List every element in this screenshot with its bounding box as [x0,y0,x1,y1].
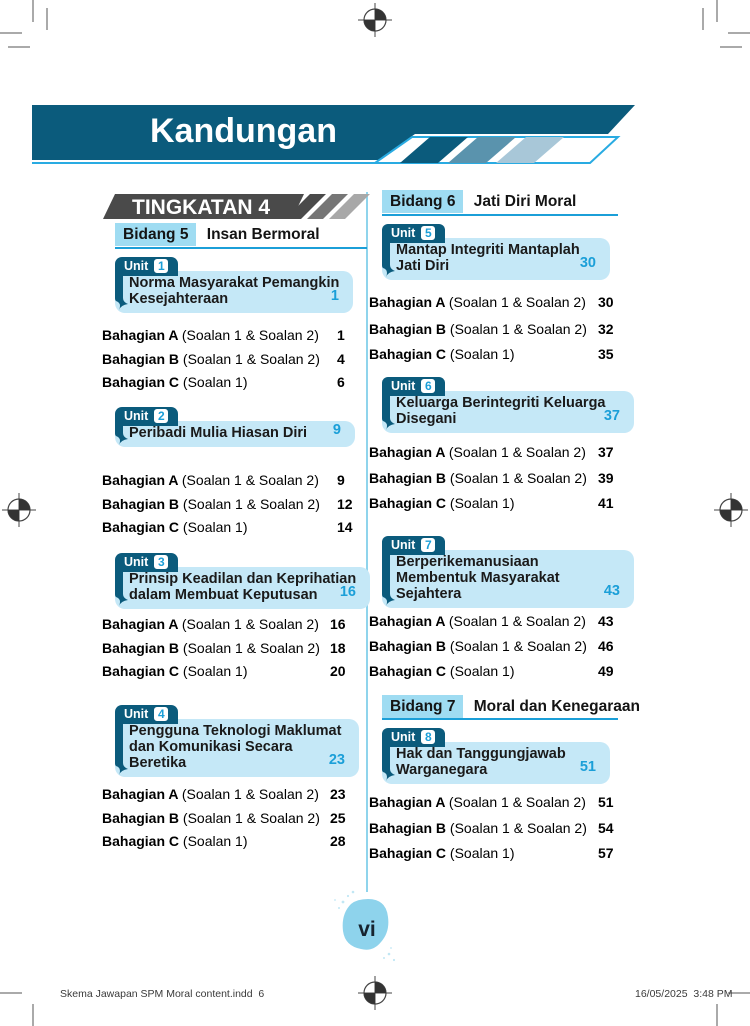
svg-text:vi: vi [358,918,376,941]
